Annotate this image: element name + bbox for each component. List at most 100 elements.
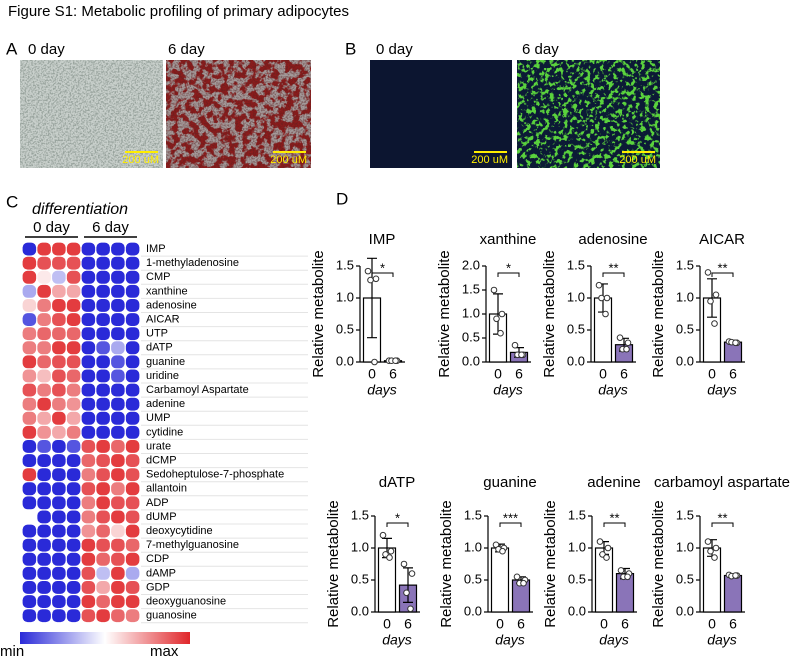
- heatmap-cell: [37, 397, 51, 411]
- row-label: uridine: [146, 370, 179, 382]
- heatmap-cell: [37, 270, 51, 284]
- heatmap-cell: [81, 299, 96, 312]
- heatmap-cell: [66, 284, 81, 298]
- colorbar-label: max: [150, 643, 179, 659]
- data-point: [497, 329, 504, 337]
- heatmap-cell: [52, 369, 66, 383]
- data-point: [604, 544, 612, 552]
- x-tick-label: 0: [708, 366, 716, 382]
- heatmap-cell: [111, 299, 125, 312]
- data-point: [371, 358, 378, 366]
- significance-label: ***: [503, 510, 518, 525]
- data-point: [596, 538, 604, 545]
- y-tick-label: 0.0: [568, 603, 586, 618]
- heatmap-cell: [66, 510, 81, 524]
- data-point: [712, 291, 720, 299]
- heatmap-cell: [66, 341, 81, 355]
- significance-label: **: [717, 510, 727, 525]
- significance-bracket: [386, 522, 409, 527]
- row-label: cytidine: [146, 426, 183, 438]
- y-tick-label: 0.0: [464, 603, 482, 618]
- x-tick-label: 0: [494, 366, 502, 382]
- error-bar: [707, 278, 717, 318]
- data-point: [732, 572, 739, 579]
- data-point: [379, 531, 387, 539]
- data-point: [603, 294, 611, 302]
- heatmap-cell: [96, 355, 110, 369]
- heatmap-cell: [96, 496, 110, 510]
- y-tick-label: 1.5: [464, 507, 482, 522]
- data-point: [707, 547, 714, 555]
- heatmap-cell: [81, 242, 96, 256]
- heatmap-cell: [81, 383, 96, 397]
- chart-title: adenine: [587, 474, 640, 491]
- data-point: [408, 570, 416, 577]
- data-point: [711, 554, 718, 561]
- heatmap-cell: [52, 440, 66, 453]
- heatmap-cell: [52, 256, 66, 270]
- heatmap-cell: [125, 341, 140, 355]
- heatmap-cell: [125, 313, 140, 326]
- heatmap-cell: [81, 397, 96, 411]
- y-axis-label: Relative metabolite: [650, 250, 667, 378]
- heatmap-cell: [125, 270, 140, 284]
- heatmap-cell: [66, 256, 81, 270]
- row-label: UMP: [146, 412, 170, 424]
- data-point: [595, 281, 603, 289]
- heatmap-cell: [81, 566, 96, 580]
- row-label: Carbamoyl Aspartate: [146, 384, 249, 396]
- y-tick-label: 1.0: [351, 539, 369, 554]
- row-label: guanine: [146, 356, 185, 368]
- panel-label: D: [336, 189, 348, 208]
- heatmap-cell: [81, 313, 96, 326]
- y-tick-label: 1.0: [568, 539, 586, 554]
- y-tick-label: 0.0: [567, 353, 585, 368]
- heatmap-cell: [52, 284, 66, 298]
- data-point: [617, 567, 625, 574]
- y-tick-label: 0.5: [567, 321, 585, 336]
- x-axis-label: days: [599, 632, 629, 648]
- x-tick-label: 0: [600, 616, 608, 632]
- heatmap-cell: [125, 397, 140, 411]
- heatmap-cell: [111, 510, 125, 524]
- heatmap-cell: [22, 454, 37, 467]
- significance-bracket: [711, 522, 734, 527]
- heatmap-cell: [111, 270, 125, 284]
- heatmap-cell: [22, 397, 37, 411]
- x-axis-label: days: [707, 382, 737, 398]
- data-point: [387, 547, 395, 555]
- heatmap-cell: [125, 284, 140, 298]
- heatmap-cell: [22, 581, 37, 594]
- heatmap-cell: [22, 566, 37, 580]
- x-tick-label: 6: [729, 366, 737, 382]
- image-label: 0 day: [28, 41, 65, 58]
- x-tick-label: 6: [515, 366, 523, 382]
- y-tick-label: 0.5: [568, 571, 586, 586]
- heatmap-cell: [52, 552, 66, 566]
- heatmap-cell: [96, 566, 110, 580]
- heatmap-cell: [22, 538, 37, 552]
- heatmap-cell: [81, 270, 96, 284]
- panel-label: B: [345, 39, 356, 58]
- chart-title: guanine: [483, 474, 536, 491]
- heatmap-cell: [22, 510, 37, 524]
- heatmap-cell: [96, 383, 110, 397]
- heatmap-cell: [22, 327, 37, 341]
- chart-title: carbamoyl aspartate: [654, 474, 790, 491]
- heatmap-cell: [66, 425, 81, 439]
- heatmap-cell: [125, 327, 140, 341]
- x-tick-label: 6: [517, 616, 525, 632]
- image-label: 6 day: [168, 41, 205, 58]
- heatmap-cell: [22, 482, 37, 496]
- image-base: [370, 60, 512, 168]
- data-point: [364, 267, 372, 275]
- heatmap-cell: [22, 355, 37, 369]
- y-axis-label: Relative metabolite: [650, 500, 667, 628]
- data-point: [598, 294, 605, 302]
- panel-label: C: [6, 192, 18, 211]
- heatmap-cell: [81, 609, 96, 623]
- scale-bar-label: 200 uM: [122, 154, 159, 166]
- column-group-label: 6 day: [92, 219, 129, 236]
- micrograph: 200 uM: [166, 60, 311, 168]
- heatmap-cell: [52, 383, 66, 397]
